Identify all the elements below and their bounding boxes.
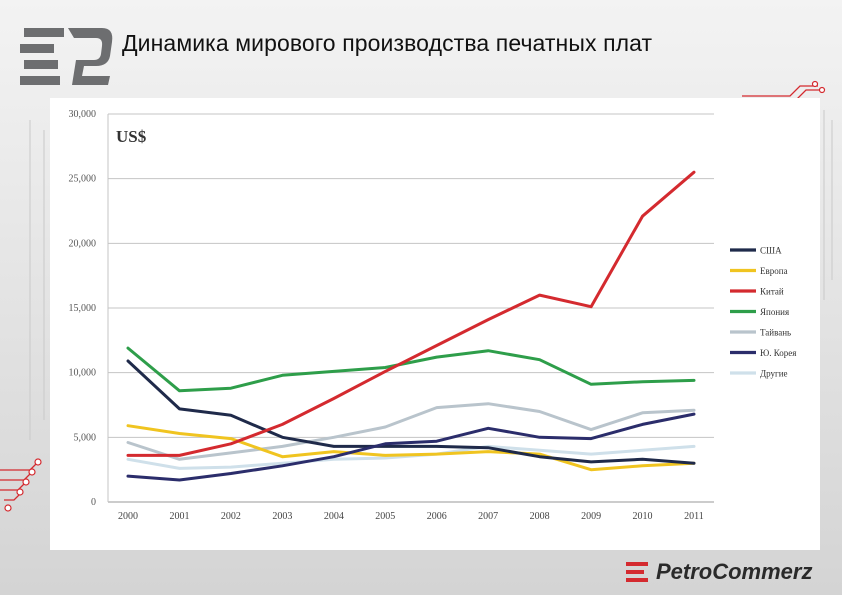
y-tick-label: 10,000 [69,368,97,379]
y-tick-label: 30,000 [69,109,97,120]
series-line-3 [126,170,696,457]
x-tick-label: 2010 [633,511,653,522]
x-tick-label: 2006 [427,511,447,522]
series-line-7 [126,444,696,470]
x-tick-label: 2009 [581,511,601,522]
x-tick-label: 2002 [221,511,241,522]
y-tick-label: 25,000 [69,174,97,185]
slide-title: Динамика мирового производства печатных … [122,30,653,56]
ep-logo-icon [20,28,113,85]
line-chart: 0 5,000 10,000 15,000 20,000 25,000 30,000 200… [69,109,820,522]
series-line-2 [126,424,696,472]
y-tick-label: 15,000 [69,303,97,314]
x-tick-label: 2003 [272,511,292,522]
series-line-5 [126,402,696,461]
x-tick-label: 2007 [478,511,498,522]
legend-box [718,236,820,382]
x-tick-label: 2004 [324,511,344,522]
legend-label: Другие [760,369,788,379]
series-line-4 [126,346,696,393]
x-tick-label: 2011 [684,511,704,522]
y-tick-label: 20,000 [69,238,97,249]
legend-label: Китай [760,287,784,297]
y-tick-label: 5,000 [74,432,97,443]
brand-name: PetroCommerz [656,559,813,584]
x-tick-label: 2005 [375,511,395,522]
series-line-6 [126,412,696,482]
unit-label: US$ [116,127,147,146]
x-tick-label: 2008 [530,511,550,522]
legend-label: Япония [760,307,789,317]
legend-label: США [760,246,782,256]
y-tick-label: 0 [91,497,96,508]
x-tick-label: 2001 [169,511,189,522]
legend-label: Европа [760,266,788,276]
legend-label: Ю. Корея [760,348,796,358]
brand-mark-icon [626,562,648,582]
x-tick-label: 2000 [118,511,138,522]
legend-label: Тайвань [760,328,791,338]
series-line-1 [126,359,696,465]
